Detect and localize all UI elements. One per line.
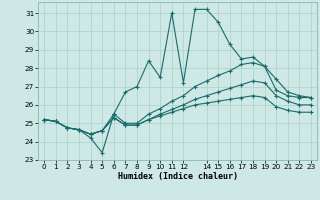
X-axis label: Humidex (Indice chaleur): Humidex (Indice chaleur) — [118, 172, 238, 181]
